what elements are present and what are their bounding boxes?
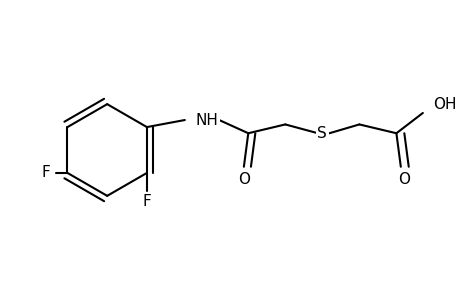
Text: O: O xyxy=(237,172,249,187)
Text: F: F xyxy=(142,194,151,208)
Text: S: S xyxy=(317,126,326,141)
Text: O: O xyxy=(397,172,409,187)
Text: F: F xyxy=(41,165,50,180)
Text: NH: NH xyxy=(195,112,218,128)
Text: OH: OH xyxy=(432,97,456,112)
